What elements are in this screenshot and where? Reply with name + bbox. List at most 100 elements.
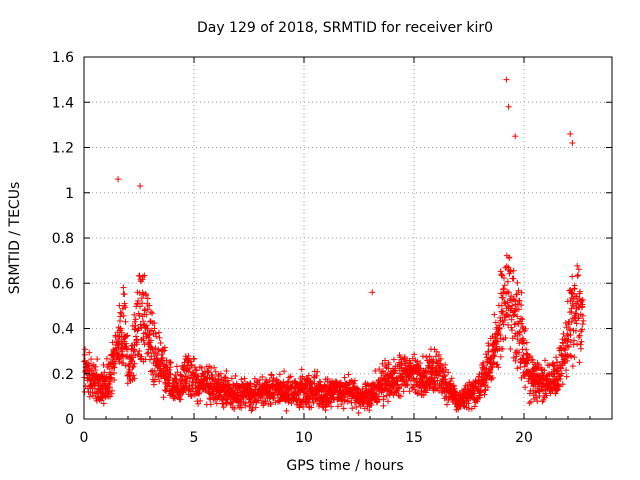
data-point [305, 372, 312, 379]
data-point [490, 351, 497, 358]
data-point [571, 354, 578, 361]
data-point [360, 400, 367, 407]
data-point [575, 272, 582, 279]
data-point [518, 289, 525, 296]
data-point [148, 353, 155, 360]
data-point [188, 361, 195, 368]
data-point [392, 367, 399, 374]
data-point [513, 353, 520, 360]
data-point [553, 354, 560, 361]
data-point [497, 268, 504, 275]
data-point [563, 373, 570, 380]
data-point [408, 385, 415, 392]
data-point [514, 301, 521, 308]
data-point [131, 360, 138, 367]
data-point [380, 402, 387, 409]
data-point [351, 377, 358, 384]
y-tick-label: 0.8 [52, 231, 74, 247]
data-point [569, 290, 576, 297]
data-point [447, 378, 454, 385]
data-point [285, 378, 292, 385]
data-point [510, 267, 517, 274]
data-point [337, 379, 344, 386]
data-point [510, 312, 517, 319]
data-point [445, 369, 452, 376]
data-point [146, 332, 153, 339]
data-point [526, 400, 533, 407]
data-point [426, 353, 433, 360]
data-point [124, 346, 131, 353]
data-point [366, 407, 373, 414]
data-point [511, 333, 518, 340]
data-point [534, 398, 541, 405]
data-point [151, 368, 158, 375]
data-point [92, 363, 99, 370]
y-tick-label: 1 [65, 186, 74, 202]
data-point [514, 291, 521, 298]
data-point [400, 388, 407, 395]
data-point [207, 401, 214, 408]
data-point [242, 400, 249, 407]
data-point [551, 363, 558, 370]
data-point [334, 403, 341, 410]
data-point [144, 295, 151, 302]
data-point [281, 368, 288, 375]
data-point [314, 368, 321, 375]
data-point [180, 363, 187, 370]
data-point [146, 302, 153, 309]
data-point [122, 304, 129, 311]
data-point [507, 345, 514, 352]
data-point [177, 396, 184, 403]
data-point [177, 392, 184, 399]
data-point [189, 388, 196, 395]
data-point [578, 338, 585, 345]
data-point [485, 348, 492, 355]
data-point [215, 371, 222, 378]
data-point [527, 398, 534, 405]
data-point [123, 333, 130, 340]
data-point [395, 385, 402, 392]
data-point [564, 342, 571, 349]
data-point [276, 371, 283, 378]
data-point [489, 374, 496, 381]
data-point [497, 332, 504, 339]
data-point [571, 282, 578, 289]
data-point [129, 364, 136, 371]
data-point [167, 359, 174, 366]
data-point [173, 376, 180, 383]
data-point [111, 369, 118, 376]
data-point [283, 407, 290, 414]
data-point [117, 327, 124, 334]
data-point [381, 357, 388, 364]
data-point [99, 386, 106, 393]
data-point [298, 366, 305, 373]
data-point [518, 302, 525, 309]
data-point [250, 399, 257, 406]
data-point [396, 370, 403, 377]
data-point [115, 176, 122, 183]
data-point [165, 374, 172, 381]
data-point [572, 327, 579, 334]
data-point [576, 359, 583, 366]
data-point [266, 377, 273, 384]
data-point [519, 335, 526, 342]
data-point [147, 309, 154, 316]
data-point [422, 389, 429, 396]
data-point [492, 319, 499, 326]
data-point [98, 397, 105, 404]
data-point [122, 362, 129, 369]
data-point [190, 355, 197, 362]
data-point [191, 356, 198, 363]
data-point [397, 393, 404, 400]
data-point [522, 325, 529, 332]
data-point [109, 387, 116, 394]
data-point [112, 360, 119, 367]
y-tick-label: 0 [65, 412, 74, 428]
data-point [130, 372, 137, 379]
data-point [504, 299, 511, 306]
data-point [448, 375, 455, 382]
x-axis-label: GPS time / hours [286, 458, 403, 474]
data-point [211, 364, 218, 371]
data-point [575, 334, 582, 341]
data-point [526, 390, 533, 397]
